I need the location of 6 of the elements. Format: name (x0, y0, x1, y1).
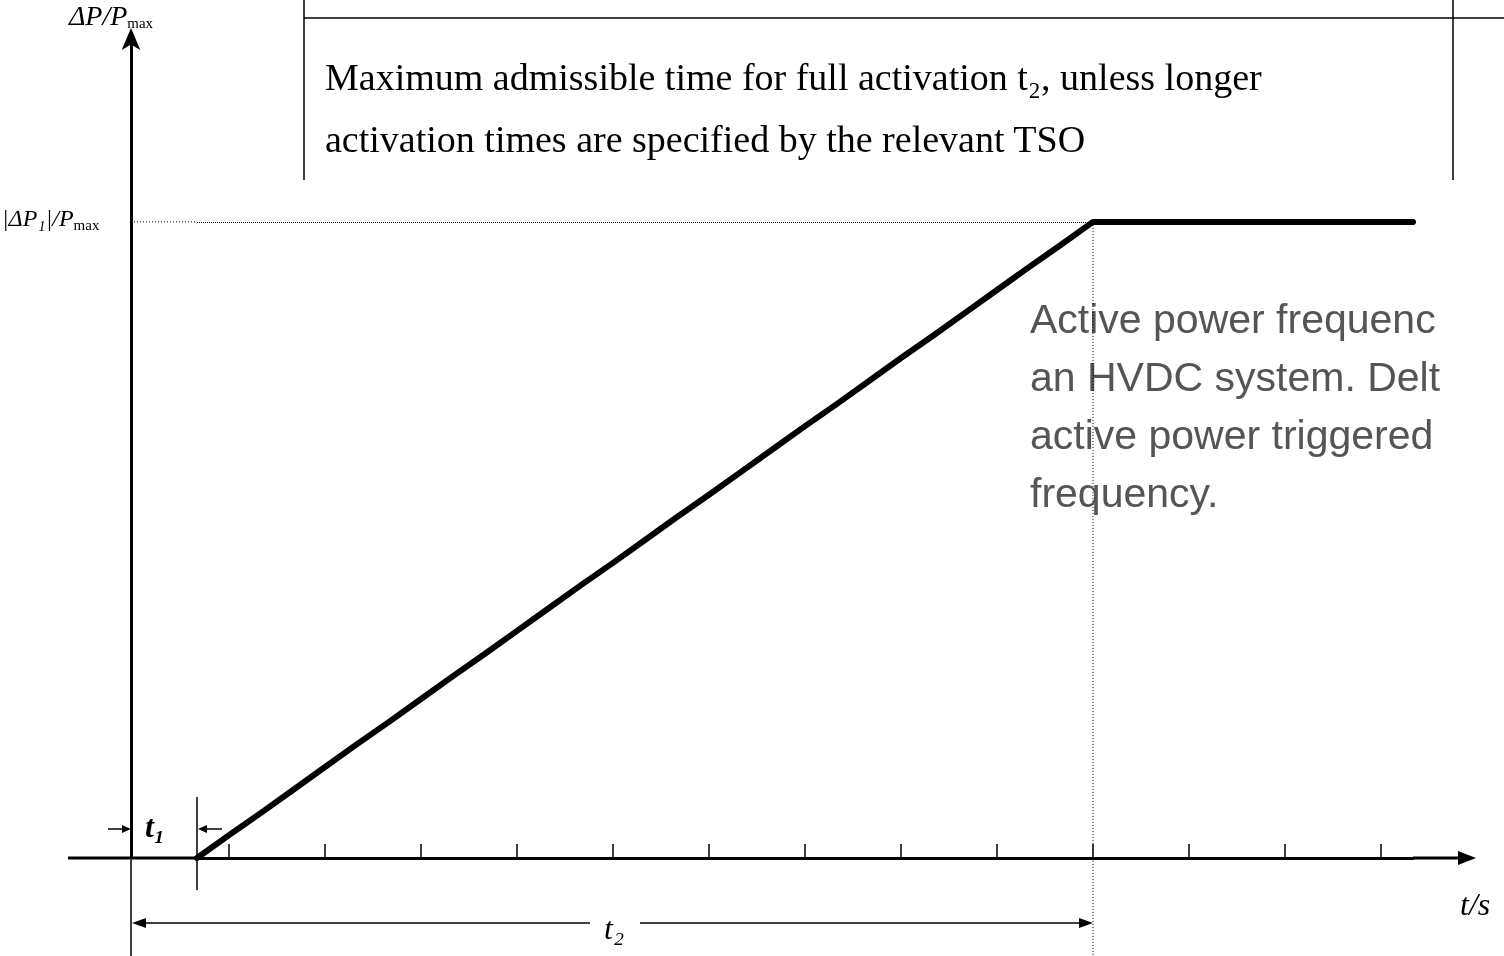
text: Maximum admissible time for full activation t₂, unless longer activation times are specified by the relevant TSO (325, 56, 1272, 160)
text: t₁ (145, 808, 166, 844)
x-axis-title: t/s (1460, 886, 1491, 922)
annotation: Active power frequenc an HVDC system. Delt active power triggered frequency. (1030, 296, 1441, 516)
text: ΔP/Pmax (67, 0, 154, 31)
text: t₂ (604, 910, 625, 946)
